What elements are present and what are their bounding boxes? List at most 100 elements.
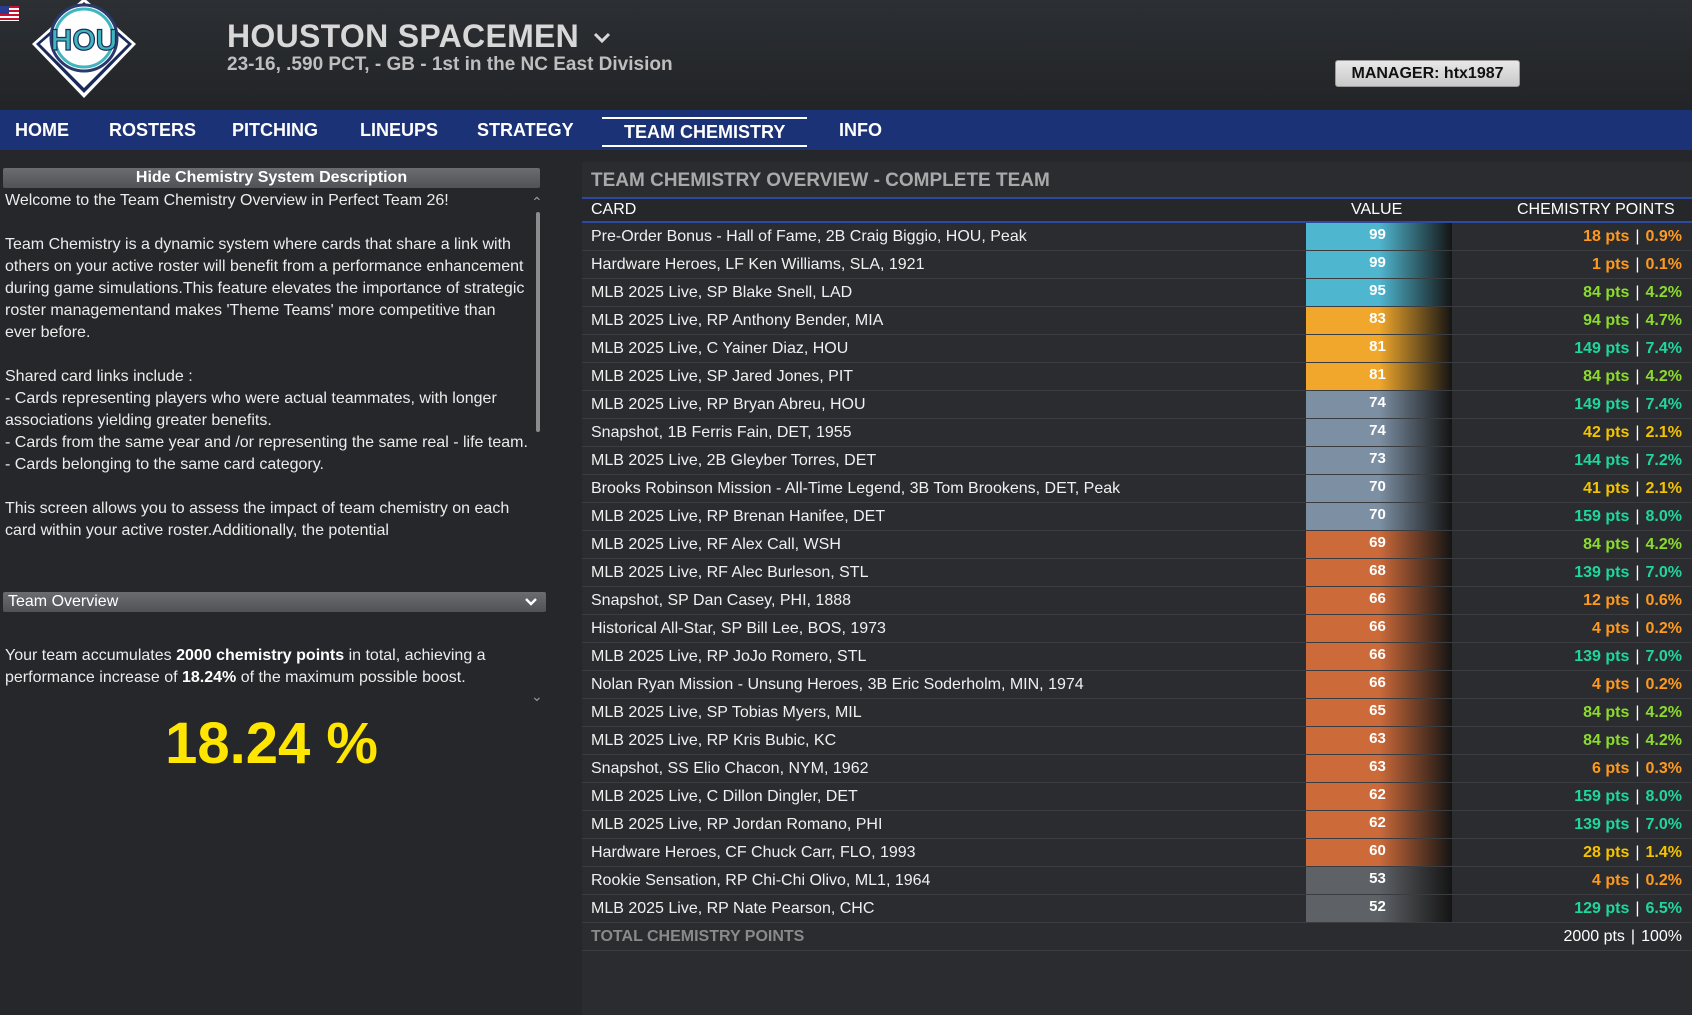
tab-pitching[interactable]: PITCHING [232,120,319,140]
card-name[interactable]: MLB 2025 Live, RP Nate Pearson, CHC [591,900,875,917]
table-row[interactable]: MLB 2025 Live, SP Blake Snell, LAD 95 84 p… [582,279,1692,307]
table-row[interactable]: Snapshot, SS Elio Chacon, NYM, 1962 63 6 p… [582,755,1692,783]
table-row[interactable]: MLB 2025 Live, RP JoJo Romero, STL 66 139 … [582,643,1692,671]
table-row[interactable]: Snapshot, SP Dan Casey, PHI, 1888 66 12 pt… [582,587,1692,615]
card-value-badge: 66 [1306,671,1452,698]
team-overview-dropdown[interactable]: Team Overview [3,592,546,612]
scroll-down-icon[interactable]: ⌄ [531,688,543,704]
chemistry-overview-panel: TEAM CHEMISTRY OVERVIEW - COMPLETE TEAM … [582,162,1692,1015]
performance-boost-percent: 18.24 % [165,711,378,776]
card-name[interactable]: Brooks Robinson Mission - All-Time Legen… [591,480,1121,497]
summary-text: of the maximum possible boost. [236,669,466,686]
table-row[interactable]: MLB 2025 Live, RP Anthony Bender, MIA 83 9… [582,307,1692,335]
card-name[interactable]: Rookie Sensation, RP Chi-Chi Olivo, ML1,… [591,872,931,889]
chevron-down-icon[interactable] [591,26,613,48]
card-value-badge: 83 [1306,307,1452,334]
table-row[interactable]: Hardware Heroes, CF Chuck Carr, FLO, 199… [582,839,1692,867]
card-value: 74 [1369,394,1386,411]
table-row[interactable]: Historical All-Star, SP Bill Lee, BOS, 1… [582,615,1692,643]
card-name[interactable]: MLB 2025 Live, C Dillon Dingler, DET [591,788,858,805]
chemistry-points-percent: 6.5% [1645,900,1682,917]
chemistry-points-percent: 0.9% [1645,228,1682,245]
team-name[interactable]: HOUSTON SPACEMEN [227,18,580,54]
card-name[interactable]: MLB 2025 Live, RP Kris Bubic, KC [591,732,837,749]
separator: | [1635,704,1640,721]
card-name[interactable]: MLB 2025 Live, RP JoJo Romero, STL [591,648,867,665]
table-row[interactable]: MLB 2025 Live, C Dillon Dingler, DET 62 15… [582,783,1692,811]
card-value-badge: 65 [1306,699,1452,726]
table-row[interactable]: MLB 2025 Live, SP Tobias Myers, MIL 65 84 … [582,699,1692,727]
table-row[interactable]: MLB 2025 Live, RP Bryan Abreu, HOU 74 149 … [582,391,1692,419]
description-paragraph: This screen allows you to assess the imp… [5,500,510,539]
hide-description-button[interactable]: Hide Chemistry System Description [3,168,540,188]
card-name[interactable]: MLB 2025 Live, RP Brenan Hanifee, DET [591,508,886,525]
separator: | [1635,340,1640,357]
card-value: 66 [1369,646,1386,663]
column-header-value[interactable]: VALUE [1351,201,1403,218]
card-name[interactable]: Historical All-Star, SP Bill Lee, BOS, 1… [591,620,886,637]
table-row[interactable]: Nolan Ryan Mission - Unsung Heroes, 3B E… [582,671,1692,699]
card-name[interactable]: MLB 2025 Live, SP Tobias Myers, MIL [591,704,862,721]
team-abbr-text: HOU [51,24,118,57]
table-row[interactable]: MLB 2025 Live, RP Kris Bubic, KC 63 84 pts… [582,727,1692,755]
table-row[interactable]: Hardware Heroes, LF Ken Williams, SLA, 1… [582,251,1692,279]
chemistry-points-value: 149 pts [1574,340,1630,357]
chemistry-points-percent: 7.0% [1645,648,1682,665]
chemistry-points-percent: 0.2% [1645,620,1682,637]
tab-rosters[interactable]: ROSTERS [109,120,197,140]
table-row[interactable]: MLB 2025 Live, RP Brenan Hanifee, DET 70 1… [582,503,1692,531]
chemistry-points-percent: 0.2% [1645,676,1682,693]
tab-strategy[interactable]: STRATEGY [477,120,574,140]
chemistry-points-value: 94 pts [1583,312,1630,329]
card-name[interactable]: MLB 2025 Live, SP Blake Snell, LAD [591,284,853,301]
card-name[interactable]: MLB 2025 Live, 2B Gleyber Torres, DET [591,452,877,469]
card-name[interactable]: MLB 2025 Live, RP Bryan Abreu, HOU [591,396,866,413]
card-name[interactable]: Snapshot, 1B Ferris Fain, DET, 1955 [591,424,852,441]
card-name[interactable]: Nolan Ryan Mission - Unsung Heroes, 3B E… [591,676,1084,693]
main-nav: HOME ROSTERS PITCHING LINEUPS STRATEGY T… [0,110,1692,150]
description-text[interactable]: Welcome to the Team Chemistry Overview i… [5,190,530,712]
column-header-card[interactable]: CARD [591,201,637,218]
chemistry-points-percent: 4.2% [1645,284,1682,301]
scroll-up-icon[interactable]: ⌃ [531,194,543,210]
card-name[interactable]: MLB 2025 Live, RF Alex Call, WSH [591,536,841,553]
table-row[interactable]: MLB 2025 Live, SP Jared Jones, PIT 81 84 p… [582,363,1692,391]
tab-lineups[interactable]: LINEUPS [360,120,439,140]
card-name[interactable]: MLB 2025 Live, RF Alec Burleson, STL [591,564,869,581]
tab-home[interactable]: HOME [15,120,69,140]
table-row[interactable]: Snapshot, 1B Ferris Fain, DET, 1955 74 42 … [582,419,1692,447]
table-row[interactable]: MLB 2025 Live, C Yainer Diaz, HOU 81 149 p… [582,335,1692,363]
card-name[interactable]: Pre-Order Bonus - Hall of Fame, 2B Craig… [591,228,1027,245]
table-row[interactable]: MLB 2025 Live, RF Alec Burleson, STL 68 13… [582,559,1692,587]
table-row[interactable]: Brooks Robinson Mission - All-Time Legen… [582,475,1692,503]
card-name[interactable]: MLB 2025 Live, RP Jordan Romano, PHI [591,816,883,833]
card-value: 66 [1369,618,1386,635]
tab-info[interactable]: INFO [839,120,882,140]
card-name[interactable]: MLB 2025 Live, RP Anthony Bender, MIA [591,312,884,329]
card-name[interactable]: Hardware Heroes, CF Chuck Carr, FLO, 199… [591,844,916,861]
manager-badge: MANAGER: htx1987 [1335,60,1520,87]
card-value-badge: 74 [1306,419,1452,446]
card-name[interactable]: Snapshot, SP Dan Casey, PHI, 1888 [591,592,852,609]
table-row[interactable]: Pre-Order Bonus - Hall of Fame, 2B Craig… [582,223,1692,251]
table-row[interactable]: MLB 2025 Live, RP Nate Pearson, CHC 52 129… [582,895,1692,923]
card-name[interactable]: MLB 2025 Live, SP Jared Jones, PIT [591,368,854,385]
chevron-down-icon[interactable] [524,596,538,608]
chemistry-points: 12 pts | 0.6% [1442,587,1682,614]
separator: | [1630,928,1636,945]
card-name[interactable]: Snapshot, SS Elio Chacon, NYM, 1962 [591,760,869,777]
table-row[interactable]: MLB 2025 Live, RF Alex Call, WSH 69 84 pts… [582,531,1692,559]
card-value-badge: 81 [1306,335,1452,362]
separator: | [1635,900,1640,917]
team-selector[interactable]: HOUSTON SPACEMEN [227,18,613,55]
scrollbar-thumb[interactable] [536,212,540,432]
separator: | [1635,816,1640,833]
table-row[interactable]: MLB 2025 Live, 2B Gleyber Torres, DET 73 1… [582,447,1692,475]
card-name[interactable]: Hardware Heroes, LF Ken Williams, SLA, 1… [591,256,925,273]
tab-team-chemistry[interactable]: TEAM CHEMISTRY [602,117,808,147]
table-row[interactable]: MLB 2025 Live, RP Jordan Romano, PHI 62 13… [582,811,1692,839]
card-value: 53 [1369,870,1386,887]
card-name[interactable]: MLB 2025 Live, C Yainer Diaz, HOU [591,340,849,357]
column-header-chemistry-points[interactable]: CHEMISTRY POINTS [1517,201,1675,218]
table-row[interactable]: Rookie Sensation, RP Chi-Chi Olivo, ML1,… [582,867,1692,895]
